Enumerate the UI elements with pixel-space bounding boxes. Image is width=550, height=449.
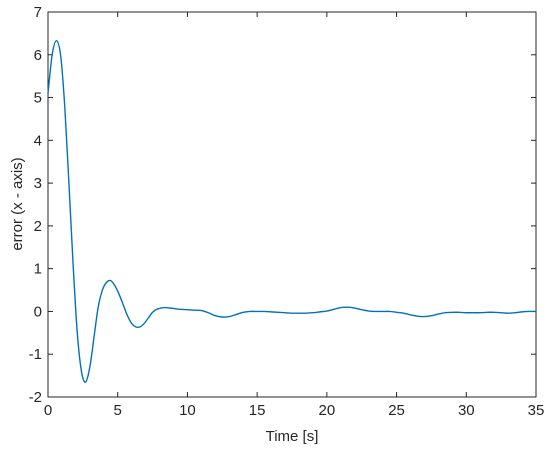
x-tick-label: 30 — [458, 402, 475, 419]
y-tick-label: 7 — [34, 4, 42, 21]
x-tick-label: 5 — [114, 402, 122, 419]
y-tick-label: 2 — [34, 218, 42, 235]
series-layer — [47, 39, 537, 383]
x-tick-label: 15 — [249, 402, 266, 419]
y-tick-label: 3 — [34, 175, 42, 192]
y-tick-label: 5 — [34, 90, 42, 107]
x-axis-label: Time [s] — [266, 428, 319, 445]
x-tick-label: 35 — [528, 402, 545, 419]
x-tick-label: 20 — [319, 402, 336, 419]
error-series-line — [47, 39, 537, 383]
y-tick-label: -1 — [29, 346, 42, 363]
y-tick-label: 6 — [34, 47, 42, 64]
y-axis-label: error (x - axis) — [9, 157, 26, 250]
y-axis: -2 -1 0 1 2 3 4 5 6 7 — [29, 4, 536, 406]
x-tick-label: 10 — [179, 402, 196, 419]
y-tick-label: 1 — [34, 261, 42, 278]
x-tick-label: 25 — [388, 402, 405, 419]
x-axis: 0 5 10 15 20 25 30 35 — [44, 12, 545, 419]
plot-area-frame — [47, 11, 537, 398]
y-tick-label: 4 — [34, 132, 42, 149]
y-tick-label: -2 — [29, 389, 42, 406]
y-tick-label: 0 — [34, 303, 42, 320]
x-tick-label: 0 — [44, 402, 52, 419]
